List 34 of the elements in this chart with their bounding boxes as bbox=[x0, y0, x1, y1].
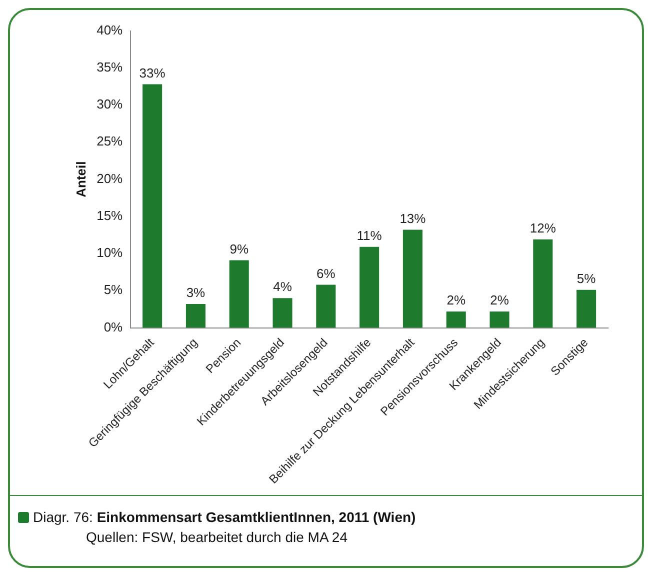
bar bbox=[576, 290, 596, 328]
data-label: 12% bbox=[530, 220, 556, 236]
data-label: 33% bbox=[139, 65, 166, 80]
data-label: 6% bbox=[316, 266, 336, 281]
y-tick-label: 30% bbox=[96, 96, 124, 112]
data-label: 13% bbox=[400, 210, 426, 226]
y-tick-label: 15% bbox=[96, 208, 124, 223]
data-label: 9% bbox=[230, 241, 249, 256]
data-label: 5% bbox=[576, 270, 596, 286]
bar bbox=[229, 260, 249, 328]
data-label: 3% bbox=[186, 285, 206, 300]
y-tick-label: 10% bbox=[96, 245, 124, 260]
y-tick-label: 5% bbox=[104, 282, 124, 298]
bar bbox=[142, 84, 162, 328]
bar bbox=[402, 230, 422, 328]
bar bbox=[446, 311, 466, 328]
y-tick-label: 35% bbox=[96, 60, 124, 74]
bar bbox=[533, 239, 553, 328]
data-label: 2% bbox=[490, 292, 510, 308]
data-label: 11% bbox=[356, 228, 382, 243]
y-tick-label: 0% bbox=[104, 319, 124, 334]
bar bbox=[360, 246, 380, 328]
source-note: Quellen: FSW, bearbeitet durch die MA 24 bbox=[85, 528, 348, 547]
y-tick-label: 25% bbox=[96, 134, 124, 149]
y-tick-label: 40% bbox=[96, 22, 124, 38]
y-axis-title: Anteil bbox=[73, 161, 88, 198]
data-label: 2% bbox=[446, 292, 466, 308]
bar bbox=[490, 311, 510, 328]
data-label: 4% bbox=[273, 279, 292, 294]
y-tick-label: 20% bbox=[96, 170, 124, 186]
bar bbox=[186, 304, 206, 328]
bar bbox=[316, 284, 336, 328]
text: Diagr. 76: Einkommensart GesamtklientInnen, 2011 (Wien) bbox=[33, 509, 416, 525]
bar bbox=[272, 298, 292, 328]
